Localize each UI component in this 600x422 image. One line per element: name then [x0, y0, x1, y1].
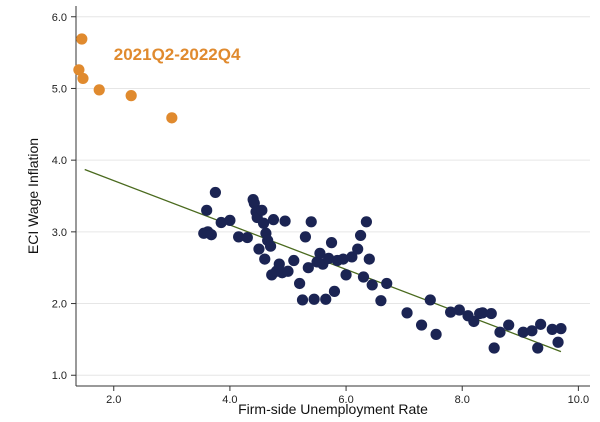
data-point [445, 306, 457, 318]
data-point [209, 186, 221, 199]
x-tick-label: 2.0 [106, 394, 121, 406]
data-point [535, 318, 547, 330]
data-point [296, 294, 309, 306]
data-point [257, 217, 270, 229]
grid-lines [76, 16, 590, 376]
data-point [488, 342, 500, 354]
data-point [314, 247, 326, 259]
data-point [381, 277, 393, 290]
data-point [532, 342, 544, 354]
data-point [357, 271, 370, 283]
data-point [366, 279, 378, 291]
period-annotation: 2021Q2-2022Q4 [114, 45, 241, 64]
axis-ticks: 1.0 2.0 3.0 4.0 5.0 6.0 2.0 4.0 6.0 8.0 10.0 [52, 12, 589, 406]
data-point [308, 293, 320, 305]
y-tick-label: 5.0 [52, 83, 67, 95]
data-point [485, 307, 497, 320]
data-point [299, 231, 312, 243]
highlight-point [77, 72, 89, 85]
data-point [526, 325, 538, 337]
data-point [259, 253, 271, 265]
data-point [256, 204, 268, 216]
data-point [401, 307, 413, 319]
data-point [294, 277, 306, 290]
highlight-point [73, 64, 85, 76]
data-point [476, 307, 489, 319]
y-tick-label: 6.0 [52, 12, 67, 24]
data-point [224, 214, 236, 226]
data-point [273, 258, 285, 270]
data-point [494, 326, 506, 338]
data-point [337, 253, 349, 265]
x-tick-label: 8.0 [455, 394, 470, 406]
y-tick-label: 2.0 [52, 299, 67, 311]
data-point [430, 328, 442, 340]
data-point [302, 262, 314, 274]
data-point [323, 252, 335, 264]
data-point [415, 319, 428, 331]
data-point [468, 315, 480, 328]
data-point [424, 294, 436, 306]
data-point [328, 285, 341, 297]
data-point [352, 243, 364, 255]
data-point [346, 251, 358, 263]
data-point [279, 215, 291, 227]
data-point [552, 336, 564, 348]
highlight-point [166, 112, 178, 124]
y-tick-label: 4.0 [52, 155, 67, 167]
data-point [282, 265, 294, 277]
data-point [555, 323, 567, 335]
data-point [340, 269, 352, 281]
data-point [503, 319, 515, 331]
data-point [320, 293, 332, 305]
highlight-point [76, 33, 88, 45]
data-point [267, 214, 280, 226]
data-point [201, 204, 213, 216]
data-point [264, 240, 277, 252]
data-point [325, 237, 338, 249]
highlight-point [125, 90, 137, 102]
data-point [205, 229, 217, 241]
data-point [241, 231, 253, 244]
x-tick-label: 6.0 [338, 394, 353, 406]
data-point [248, 197, 260, 209]
data-point [305, 216, 317, 228]
x-axis-title: Firm-side Unemployment Rate [238, 401, 428, 417]
data-point [253, 243, 265, 255]
data-point [453, 304, 465, 316]
data-point [360, 216, 372, 228]
highlight-point [93, 84, 105, 96]
data-point [354, 229, 367, 242]
data-point [215, 216, 227, 229]
data-point [363, 253, 375, 265]
data-point [517, 326, 529, 338]
y-tick-label: 1.0 [52, 370, 67, 382]
data-points [73, 33, 567, 354]
x-tick-label: 4.0 [222, 394, 237, 406]
y-axis-title: ECI Wage Inflation [25, 138, 41, 254]
data-point [233, 231, 245, 243]
y-tick-label: 3.0 [52, 227, 67, 239]
x-tick-label: 10.0 [568, 394, 589, 406]
data-point [288, 254, 300, 267]
data-point [546, 323, 558, 335]
data-point [375, 295, 387, 307]
